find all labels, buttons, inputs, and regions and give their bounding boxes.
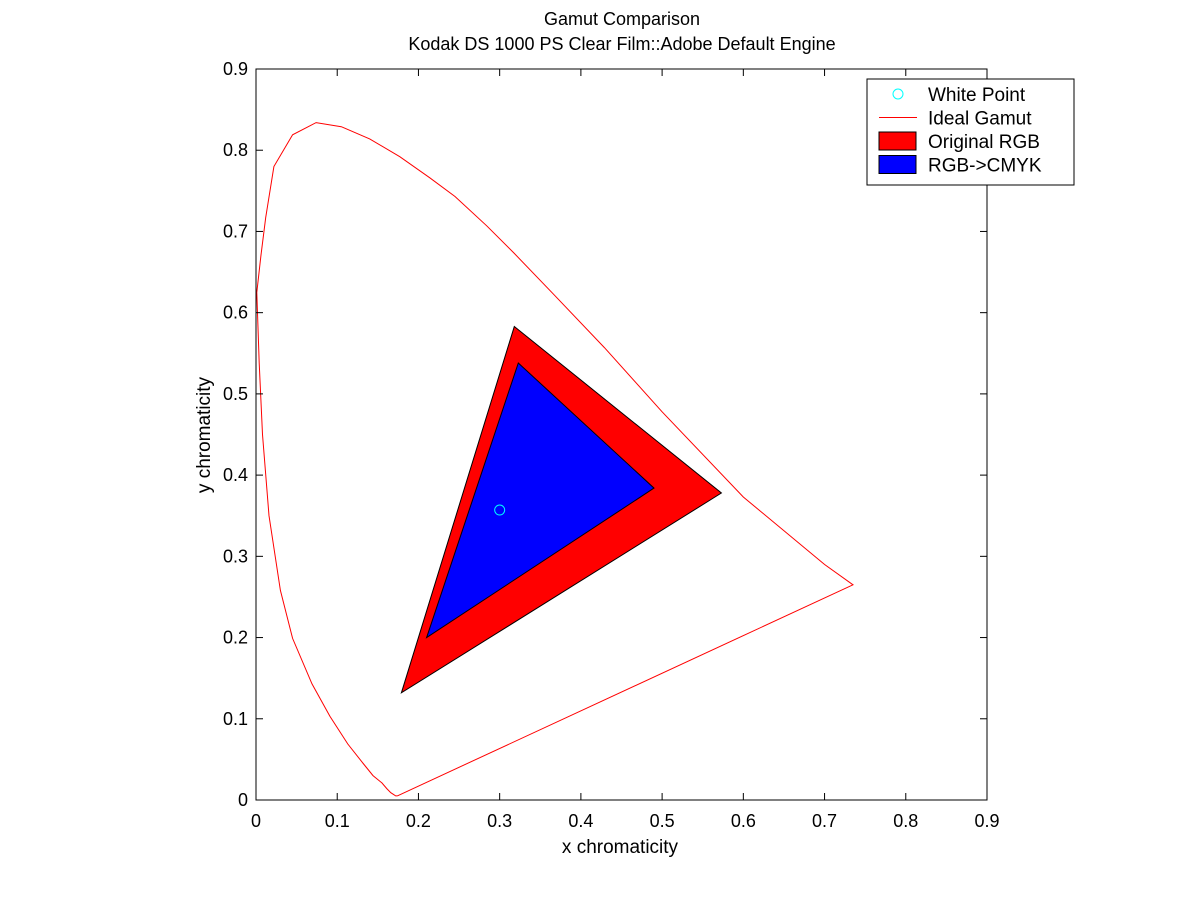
x-tick-label: 0.7 [812, 811, 837, 831]
y-tick-label: 0.3 [223, 546, 248, 566]
x-tick-label: 0.4 [568, 811, 593, 831]
ideal-gamut-line [256, 122, 854, 797]
y-tick-label: 0.8 [223, 140, 248, 160]
y-tick-label: 0.5 [223, 384, 248, 404]
legend-label: White Point [928, 85, 1026, 106]
white-point-marker [494, 504, 506, 516]
y-tick-label: 0.2 [223, 628, 248, 648]
x-tick-label: 0.1 [325, 811, 350, 831]
y-axis-label: y chromaticity [194, 376, 215, 493]
y-tick-label: 0 [238, 790, 248, 810]
legend-gamut-swatch [878, 131, 917, 151]
x-tick-label: 0.5 [650, 811, 675, 831]
y-tick-label: 0.4 [223, 465, 248, 485]
legend-label: Original RGB [928, 132, 1040, 153]
legend-label: RGB->CMYK [928, 156, 1042, 177]
y-tick-label: 0.9 [223, 59, 248, 79]
x-tick-label: 0.9 [974, 811, 999, 831]
chart-title: Gamut Comparison [544, 9, 700, 29]
legend-gamut-swatch [878, 155, 917, 174]
y-tick-label: 0.7 [223, 221, 248, 241]
x-tick-label: 0.2 [406, 811, 431, 831]
legend-label: Ideal Gamut [928, 109, 1032, 130]
x-axis-label: x chromaticity [562, 837, 679, 858]
x-tick-label: 0 [251, 811, 261, 831]
x-tick-label: 0.6 [731, 811, 756, 831]
chart-subtitle: Kodak DS 1000 PS Clear Film::Adobe Defau… [408, 34, 835, 54]
y-tick-label: 0.1 [223, 709, 248, 729]
legend-white-point-swatch [892, 88, 904, 100]
x-tick-label: 0.3 [487, 811, 512, 831]
plot-frame [255, 68, 988, 801]
rgb-cmyk-gamut [425, 362, 655, 639]
y-tick-label: 0.6 [223, 303, 248, 323]
x-tick-label: 0.8 [893, 811, 918, 831]
